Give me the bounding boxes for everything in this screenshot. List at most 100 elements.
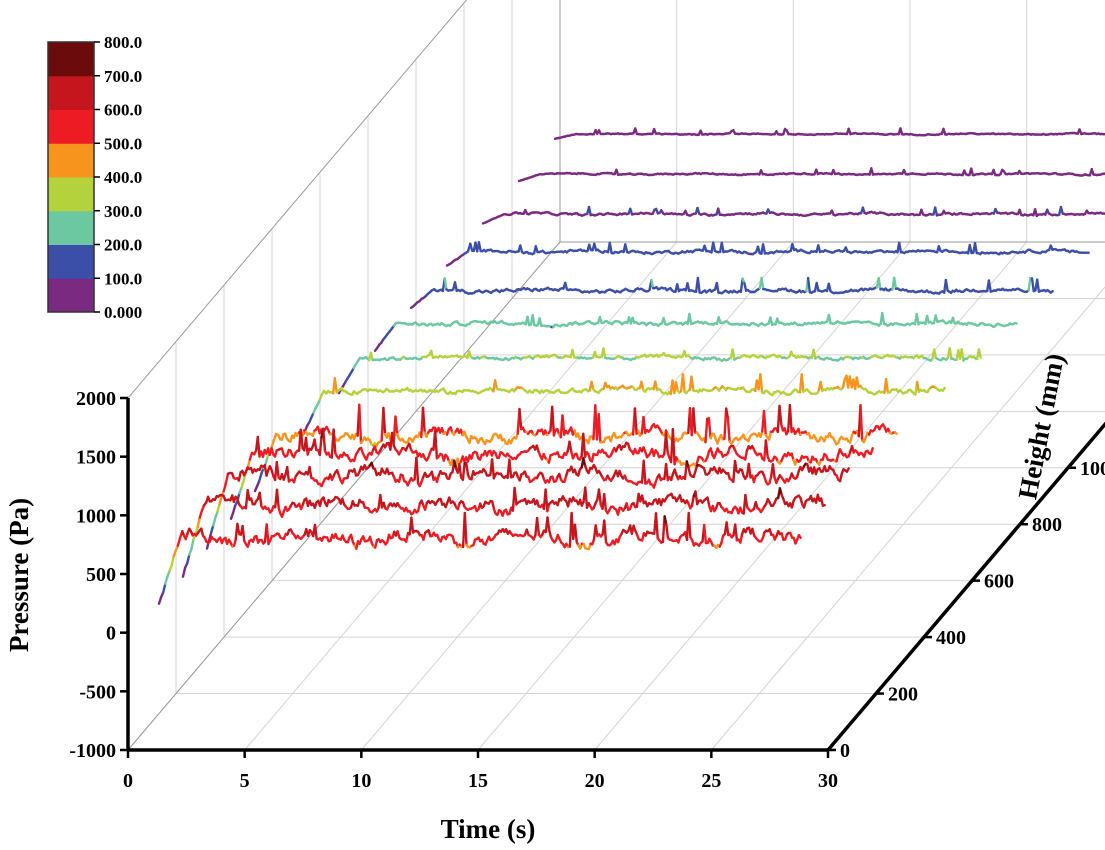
series-segment — [603, 519, 608, 544]
x-tick-label: 25 — [701, 770, 721, 792]
series-segment — [597, 488, 602, 506]
colorbar-swatch — [48, 244, 94, 279]
series-segment — [827, 282, 832, 293]
series-segment — [948, 347, 953, 360]
series-segment — [322, 427, 327, 453]
series-segment — [654, 380, 659, 392]
series-segment — [608, 241, 613, 255]
series-segment — [650, 278, 655, 290]
series-segment — [696, 276, 701, 294]
series-line — [373, 311, 1018, 352]
colorbar-label: 700.0 — [104, 67, 142, 86]
series-segment — [597, 413, 602, 444]
series-segment — [744, 493, 749, 509]
series-segment — [715, 281, 720, 294]
series-segment — [390, 431, 395, 447]
series-segment — [726, 416, 731, 443]
series-segment — [535, 516, 541, 536]
series-segment — [546, 503, 551, 513]
y-axis-title: Pressure (Pa) — [4, 498, 34, 652]
series-segment — [185, 553, 191, 565]
series-segment — [421, 406, 426, 434]
series-segment — [176, 537, 182, 547]
series-segment — [275, 488, 280, 510]
series-segment — [571, 348, 576, 359]
colorbar-swatch — [48, 177, 94, 212]
series-segment — [161, 582, 167, 594]
series-segment — [405, 532, 410, 543]
series-segment — [181, 566, 187, 578]
series-segment — [275, 460, 280, 479]
series-segment — [477, 241, 482, 253]
series-segment — [934, 206, 939, 217]
series-segment — [706, 496, 711, 508]
y-tick-label: 0 — [106, 623, 116, 645]
series-group — [157, 127, 1105, 605]
series-segment — [720, 534, 725, 544]
x-tick-label: 20 — [585, 770, 605, 792]
series-segment — [687, 511, 692, 539]
series-segment — [690, 494, 695, 507]
series-segment — [877, 277, 882, 291]
series-segment — [237, 471, 242, 482]
series-segment — [1049, 290, 1054, 294]
series-segment — [333, 377, 338, 394]
series-segment — [893, 431, 898, 435]
series-segment — [394, 415, 399, 436]
series-segment — [642, 459, 647, 485]
series-segment — [209, 524, 215, 534]
series-segment — [884, 377, 889, 394]
colorbar-swatch — [48, 143, 94, 178]
series-segment — [687, 466, 692, 476]
x-tick-label: 10 — [351, 770, 371, 792]
series-segment — [941, 386, 946, 392]
series-segment — [712, 241, 717, 253]
series-segment — [590, 380, 595, 391]
series-segment — [944, 278, 949, 292]
colorbar: 0.000 100.0 200.0 300.0 400.0 500.0 600.0 700.0… — [47, 33, 142, 322]
series-segment — [531, 314, 536, 327]
series-segment — [688, 312, 693, 325]
series-segment — [434, 429, 439, 460]
series-segment — [551, 405, 556, 437]
z-tick-label: 800 — [1032, 514, 1062, 536]
series-segment — [747, 462, 752, 479]
series-segment — [246, 489, 251, 501]
x-axis-title: Time (s) — [441, 814, 536, 844]
series-segment — [453, 459, 458, 470]
series-segment — [771, 463, 776, 479]
series-segment — [838, 472, 843, 483]
z-tick-label: 1000 — [1080, 458, 1105, 480]
series-segment — [264, 455, 269, 466]
series-segment — [602, 347, 607, 360]
series-segment — [973, 241, 978, 255]
series-segment — [382, 406, 387, 436]
series-segment — [788, 404, 793, 434]
series-segment — [664, 462, 669, 482]
series-segment — [256, 435, 261, 458]
series-segment — [493, 379, 498, 390]
series-segment — [893, 276, 898, 290]
series-segment — [508, 458, 513, 479]
series-segment — [933, 348, 938, 360]
series-segment — [692, 407, 697, 434]
series-segment — [806, 276, 811, 294]
series-segment — [707, 417, 712, 440]
series-segment — [246, 458, 252, 469]
series-segment — [815, 281, 820, 292]
y-tick-label: 500 — [86, 564, 116, 586]
series-segment — [318, 436, 323, 457]
series-line — [409, 276, 1054, 310]
series-segment — [461, 462, 466, 481]
series-segment — [761, 243, 767, 255]
series-segment — [681, 373, 686, 394]
series-segment — [987, 279, 992, 293]
series-segment — [582, 432, 587, 459]
colorbar-label: 0.000 — [104, 303, 142, 322]
series-segment — [198, 509, 204, 519]
series-segment — [587, 205, 592, 217]
series-segment — [216, 502, 221, 513]
series-segment — [663, 515, 668, 526]
